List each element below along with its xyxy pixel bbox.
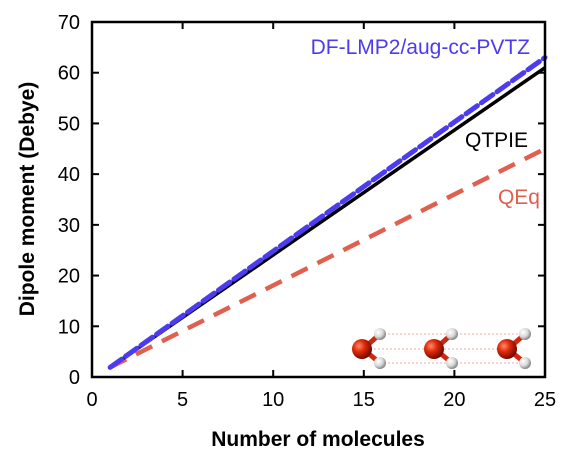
water-molecule [497, 328, 531, 369]
plot-frame [90, 20, 547, 379]
y-tick-label: 20 [58, 266, 80, 288]
water-molecule [424, 328, 458, 369]
x-tick-label: 5 [177, 389, 188, 411]
y-tick-label: 0 [69, 367, 80, 389]
series-line-qeq [109, 146, 547, 370]
series-label-layer: DF-LMP2/aug-cc-PVTZ QTPIE QEq [311, 36, 540, 209]
x-axis-title: Number of molecules [211, 428, 425, 451]
series-layer [107, 55, 548, 370]
x-tick-label: 15 [353, 389, 375, 411]
water-molecule [352, 328, 386, 369]
y-axis-title: Dipole moment (Debye) [16, 82, 39, 317]
y-tick-label: 70 [58, 12, 80, 34]
y-tick-label: 50 [58, 113, 80, 135]
series-line-df-lmp2-aug-cc-pvtz [107, 55, 548, 370]
series-label-qeq: QEq [498, 186, 540, 209]
series-label-df-lmp2-aug-cc-pvtz: DF-LMP2/aug-cc-PVTZ [311, 36, 531, 59]
axes-layer: 0 5 10 15 20 25 0 10 20 30 40 50 60 70 [58, 12, 556, 411]
x-tick-label: 0 [86, 389, 97, 411]
x-tick-label: 10 [262, 389, 284, 411]
y-tick-label: 40 [58, 164, 80, 186]
series-label-qtpie: QTPIE [465, 129, 528, 152]
y-tick-label: 30 [58, 215, 80, 237]
y-tick-label: 60 [58, 63, 80, 85]
x-tick-label: 20 [443, 389, 465, 411]
water-chain-inset [352, 328, 531, 369]
y-tick-label: 10 [58, 316, 80, 338]
x-tick-label: 25 [534, 389, 556, 411]
